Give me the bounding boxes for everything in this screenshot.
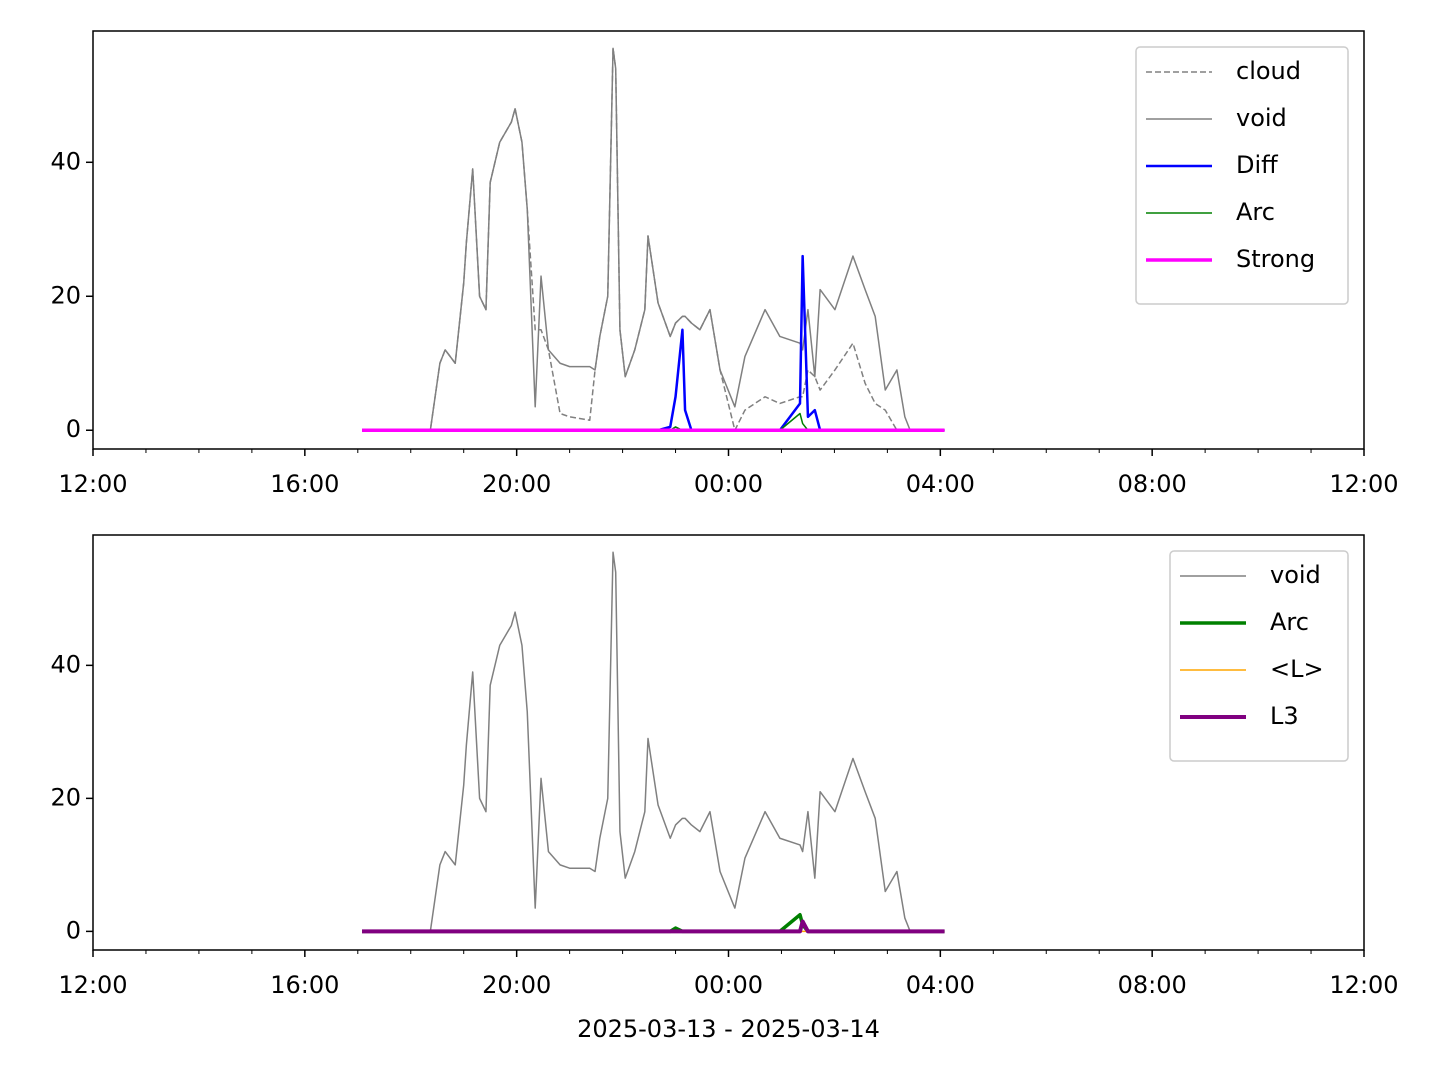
- y-tick-label: 40: [50, 650, 81, 678]
- legend-label: void: [1236, 104, 1287, 132]
- x-tick-label: 12:00: [1329, 971, 1398, 999]
- legend-label: <L>: [1270, 655, 1324, 683]
- y-tick-label: 20: [50, 281, 81, 309]
- legend-label: Arc: [1270, 608, 1309, 636]
- x-tick-label: 00:00: [694, 470, 763, 498]
- series-line: [362, 412, 945, 431]
- x-tick-label: 04:00: [906, 470, 975, 498]
- x-tick-label: 20:00: [482, 470, 551, 498]
- series-line: [362, 47, 945, 431]
- x-axis-label: 2025-03-13 - 2025-03-14: [577, 1015, 880, 1043]
- legend-box: [1135, 46, 1349, 305]
- series-line: [362, 254, 945, 432]
- x-tick-label: 20:00: [482, 971, 551, 999]
- y-tick-label: 20: [50, 783, 81, 811]
- legend-box: [1169, 550, 1349, 762]
- series-line: [362, 551, 945, 933]
- x-tick-label: 08:00: [1118, 470, 1187, 498]
- x-tick-label: 04:00: [906, 971, 975, 999]
- y-tick-label: 40: [50, 147, 81, 175]
- series-line: [362, 919, 945, 934]
- x-tick-label: 12:00: [1329, 470, 1398, 498]
- x-tick-label: 12:00: [58, 971, 127, 999]
- x-tick-label: 16:00: [270, 470, 339, 498]
- legend-label: void: [1270, 561, 1321, 589]
- legend-label: Diff: [1236, 151, 1278, 179]
- x-tick-label: 16:00: [270, 971, 339, 999]
- legend-label: cloud: [1236, 57, 1301, 85]
- x-tick-label: 00:00: [694, 971, 763, 999]
- y-tick-label: 0: [66, 916, 81, 944]
- x-tick-label: 12:00: [58, 470, 127, 498]
- legend-label: Arc: [1236, 198, 1275, 226]
- legend-label: Strong: [1236, 245, 1315, 273]
- legend-label: L3: [1270, 702, 1299, 730]
- series-line: [362, 913, 945, 934]
- y-tick-label: 0: [66, 415, 81, 443]
- series-line: [362, 47, 945, 431]
- axes-frame: [92, 30, 1365, 450]
- x-tick-label: 08:00: [1118, 971, 1187, 999]
- axes-frame: [92, 534, 1365, 951]
